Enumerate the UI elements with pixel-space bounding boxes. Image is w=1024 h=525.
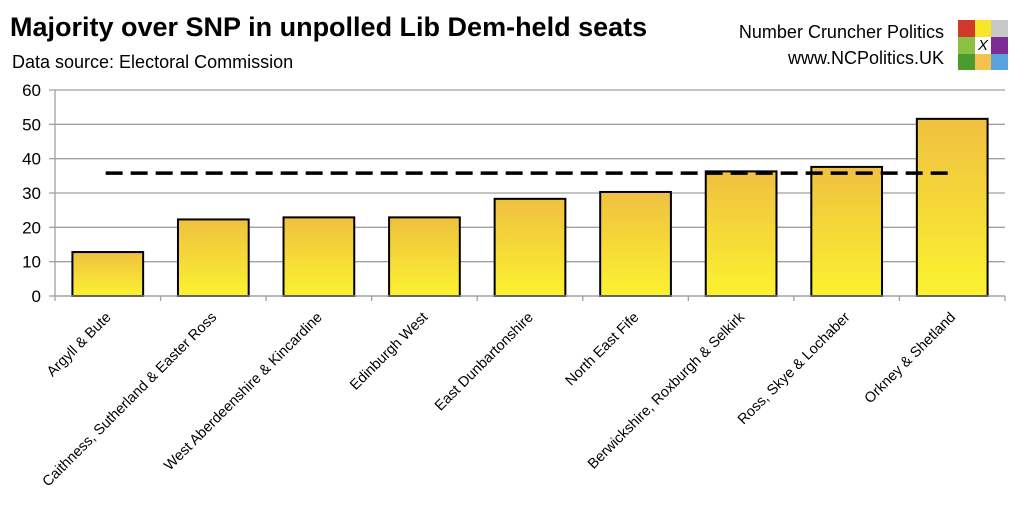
x-tick-label: Caithness, Sutherland & Easter Ross <box>40 310 221 491</box>
y-tick-label: 30 <box>22 184 41 203</box>
bar <box>493 197 567 297</box>
brand-url: www.NCPolitics.UK <box>787 48 944 68</box>
bar <box>810 165 884 297</box>
brand-name: Number Cruncher Politics <box>738 22 944 42</box>
logo-cell <box>974 53 992 70</box>
logo-cell <box>991 36 1008 54</box>
logo-cell <box>974 20 992 37</box>
y-tick-label: 50 <box>22 115 41 134</box>
chart-title: Majority over SNP in unpolled Lib Dem-he… <box>10 12 648 42</box>
x-tick-label: Orkney & Shetland <box>862 310 959 407</box>
y-tick-label: 20 <box>22 218 41 237</box>
logo-cell <box>958 53 975 70</box>
bar <box>388 216 461 297</box>
bar <box>176 218 250 297</box>
y-tick-label: 0 <box>32 287 41 306</box>
bar <box>71 251 145 297</box>
bar <box>282 216 356 297</box>
logo-cell <box>958 36 975 54</box>
x-tick-label: East Dunbartonshire <box>432 310 537 415</box>
logo-cell: X <box>974 36 992 54</box>
bar <box>915 117 989 297</box>
logo-cell <box>958 20 975 37</box>
x-tick-label: North East Fife <box>563 310 643 390</box>
ncp-logo: X <box>958 20 1008 70</box>
bar <box>704 170 778 297</box>
y-tick-label: 40 <box>22 150 41 169</box>
x-tick-label: Edinburgh West <box>347 310 431 394</box>
y-tick-label: 10 <box>22 253 41 272</box>
x-tick-label: Ross, Skye & Lochaber <box>735 309 854 428</box>
bar <box>599 190 672 297</box>
chart-subtitle: Data source: Electoral Commission <box>12 52 294 72</box>
x-tick-label: Argyll & Bute <box>44 310 115 381</box>
logo-cell <box>991 20 1008 37</box>
y-tick-label: 60 <box>22 81 41 100</box>
logo-cell <box>991 53 1008 70</box>
